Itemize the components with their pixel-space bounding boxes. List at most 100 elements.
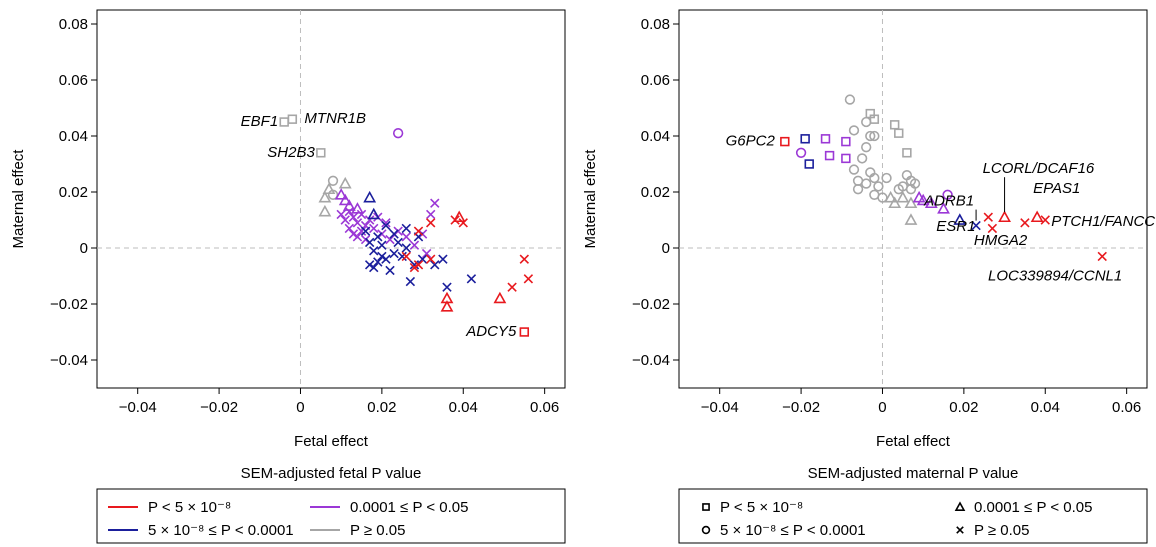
left-point-purple-x xyxy=(381,218,391,228)
right-point-gray-triangle xyxy=(884,190,898,203)
right-point-gray-circle xyxy=(861,142,872,153)
left-point-blue-x xyxy=(466,274,477,284)
right-annotation-label: ESR1 xyxy=(936,218,975,235)
left-point-blue-x xyxy=(389,248,399,259)
right-point-blue-x xyxy=(971,220,981,231)
right-point-purple-triangle xyxy=(916,193,930,206)
fetal-legend-label: 0.0001 ≤ P < 0.05 xyxy=(350,499,468,516)
left-point-blue-triangle xyxy=(367,207,381,220)
right-x-tick-label: 0.02 xyxy=(949,399,978,416)
left-point-blue-x xyxy=(442,282,452,292)
right-point-blue-triangle xyxy=(953,213,967,225)
left-point-red-square xyxy=(519,327,530,337)
left-y-tick-label: −0.04 xyxy=(50,352,88,369)
left-point-red-x xyxy=(523,274,534,284)
fetal-legend-label: P ≥ 0.05 xyxy=(350,522,406,539)
left-point-blue-x xyxy=(381,220,391,231)
right-point-gray-circle xyxy=(893,184,904,195)
left-point-purple-x xyxy=(352,232,363,242)
left-point-red-triangle xyxy=(493,291,507,304)
right-point-blue-square xyxy=(804,159,814,169)
right-x-tick-label: −0.04 xyxy=(701,399,739,416)
right-point-red-x xyxy=(1020,218,1030,228)
left-annotation-label: EBF1 xyxy=(241,113,279,130)
left-point-red-x xyxy=(401,251,411,262)
right-plot-frame xyxy=(678,9,1148,389)
right-point-red-triangle xyxy=(1030,210,1044,223)
maternal-legend-title: SEM-adjusted maternal P value xyxy=(808,465,1019,482)
left-point-purple-x xyxy=(401,232,411,242)
left-point-gray-triangle xyxy=(338,176,352,189)
right-point-purple-square xyxy=(824,150,835,161)
right-y-axis-label: Maternal effect xyxy=(582,149,599,249)
maternal-legend-box xyxy=(678,488,1148,544)
left-point-blue-x xyxy=(417,254,428,264)
right-point-gray-circle xyxy=(905,184,917,195)
maternal-legend-circle-icon xyxy=(701,525,711,535)
maternal-legend-square-icon xyxy=(702,503,710,511)
left-point-blue-x xyxy=(401,243,411,253)
right-x-tick-label: 0.04 xyxy=(1031,399,1060,416)
left-point-blue-x xyxy=(377,240,387,250)
right-annotation-label: LOC339894/CCNL1 xyxy=(988,267,1122,284)
fetal-legend-title: SEM-adjusted fetal P value xyxy=(241,465,422,482)
left-y-axis-label: Maternal effect xyxy=(10,149,27,249)
maternal-legend-entries: P < 5 × 10⁻⁸ 0.0001 ≤ P < 0.05 5 × 10⁻⁸ ≤ … xyxy=(701,499,1092,539)
left-y-tick-label: 0.04 xyxy=(59,128,88,145)
right-annotation-label: EPAS1 xyxy=(1033,180,1080,197)
right-point-red-x xyxy=(1040,215,1050,225)
left-point-purple-triangle xyxy=(342,199,356,211)
right-point-purple-triangle xyxy=(924,196,938,209)
left-point-red-triangle xyxy=(452,210,466,223)
right-point-gray-circle xyxy=(848,164,860,175)
right-annotations: G6PC2 LCORL/DCAF16 ADRB1 EPAS1 PTCH1/FANCC ES… xyxy=(726,133,1156,285)
left-point-purple-x xyxy=(336,209,346,220)
left-point-purple-x xyxy=(409,240,420,250)
right-points xyxy=(780,94,1107,262)
maternal-legend-label: P ≥ 0.05 xyxy=(974,522,1030,539)
left-x-tick-label: −0.04 xyxy=(119,399,157,416)
right-y-tick-label: 0.06 xyxy=(641,72,670,89)
right-x-ticks: −0.04 −0.02 0 0.02 0.04 0.06 xyxy=(701,388,1141,416)
right-y-tick-label: 0.08 xyxy=(641,16,670,33)
left-point-gray-triangle xyxy=(318,190,332,203)
right-annotation-label: HMGA2 xyxy=(974,232,1028,249)
right-y-tick-label: 0.02 xyxy=(641,184,670,201)
right-point-red-x xyxy=(983,212,993,222)
left-point-blue-x xyxy=(364,260,375,270)
right-point-gray-square xyxy=(894,128,904,138)
left-point-blue-x xyxy=(381,254,391,264)
right-point-gray-circle xyxy=(852,184,864,195)
left-point-purple-triangle xyxy=(334,188,348,200)
left-point-blue-x xyxy=(438,254,448,264)
right-x-tick-label: 0.06 xyxy=(1112,399,1141,416)
left-point-blue-x xyxy=(373,257,383,267)
maternal-legend-label: 5 × 10⁻⁸ ≤ P < 0.0001 xyxy=(720,522,866,539)
left-point-red-x xyxy=(413,260,424,270)
right-point-red-x xyxy=(987,223,998,234)
left-plot-frame xyxy=(96,9,566,389)
right-point-gray-triangle xyxy=(904,213,918,225)
right-point-gray-triangle xyxy=(888,196,902,209)
left-x-ticks: −0.04 −0.02 0 0.02 0.04 0.06 xyxy=(119,388,559,416)
right-reference-lines xyxy=(679,10,1147,388)
left-point-gray-square xyxy=(287,114,298,124)
left-point-gray-circle xyxy=(327,175,339,186)
right-point-gray-triangle xyxy=(904,196,918,209)
left-point-purple-x xyxy=(421,248,432,259)
left-point-purple-x xyxy=(393,226,403,236)
left-point-purple-x xyxy=(348,229,359,239)
right-point-gray-circle xyxy=(856,153,868,164)
right-point-blue-square xyxy=(800,134,810,144)
left-point-purple-x xyxy=(356,209,367,220)
left-point-purple-triangle xyxy=(351,202,364,214)
left-point-gray-square xyxy=(279,117,289,127)
maternal-legend-label: 0.0001 ≤ P < 0.05 xyxy=(974,499,1092,516)
left-point-purple-x xyxy=(385,234,395,245)
left-point-red-x xyxy=(458,218,468,228)
left-point-purple-triangle xyxy=(338,193,352,206)
left-point-blue-x xyxy=(401,223,411,234)
left-y-tick-label: 0 xyxy=(80,240,88,257)
left-point-purple-x xyxy=(425,209,436,220)
